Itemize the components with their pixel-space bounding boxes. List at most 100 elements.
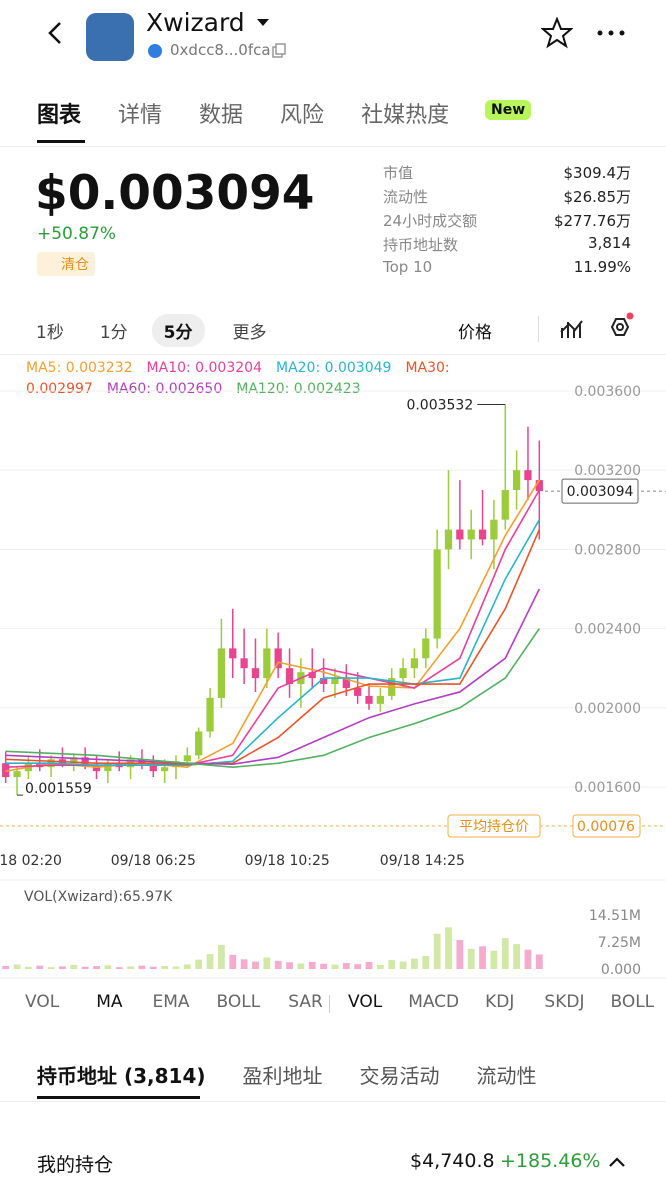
- candle-body: [285, 668, 294, 685]
- candle-body: [149, 763, 157, 772]
- indicator-tab[interactable]: BOLL: [610, 992, 655, 1012]
- candle-body: [229, 648, 237, 659]
- volume-bar: [115, 967, 123, 969]
- settings-icon[interactable]: [604, 310, 636, 342]
- candle-body: [308, 672, 316, 679]
- volume-bar: [263, 957, 271, 969]
- tab[interactable]: 详情: [118, 103, 163, 128]
- holding-label: 我的持仓: [37, 1154, 114, 1176]
- candle-body: [399, 668, 407, 679]
- tab-underline: [37, 140, 85, 143]
- stat-row: Top 10 11.99%: [383, 258, 631, 282]
- bottom-tabs: 持币地址 (3,814) 盈利地址 交易活动 流动性: [37, 1060, 537, 1089]
- y-tick-label: 0.003200: [574, 463, 641, 479]
- volume-bar: [399, 961, 407, 969]
- candle-body: [354, 687, 362, 696]
- volume-bar: [376, 964, 384, 969]
- price-mode[interactable]: 价格: [458, 323, 492, 343]
- indicator-tab[interactable]: EMA: [152, 992, 190, 1012]
- volume-bar: [411, 958, 418, 969]
- tab[interactable]: 图表: [37, 103, 82, 128]
- volume-bar: [59, 966, 66, 969]
- indicator-tab[interactable]: VOL: [25, 992, 60, 1012]
- high-label: 0.003532: [406, 397, 473, 413]
- y-tick-label: 0.001600: [574, 780, 641, 796]
- volume-bar: [149, 966, 157, 969]
- tab[interactable]: 风险: [280, 103, 325, 128]
- bottom-tab[interactable]: 盈利地址: [242, 1064, 323, 1088]
- volume-bar: [70, 964, 78, 969]
- tab-bar: 图表 详情 数据 风险 社媒热度: [37, 97, 449, 129]
- y-tick-label: 0.003600: [574, 384, 641, 400]
- candle-body: [274, 648, 282, 669]
- ma-legend: MA5: 0.003232 MA10: 0.003204 MA20: 0.00304…: [26, 358, 571, 400]
- volume-bar: [467, 948, 475, 969]
- stat-label: 市值: [383, 164, 414, 182]
- interval[interactable]: 5分: [151, 313, 205, 347]
- volume-bar: [479, 946, 486, 969]
- indicator-tab[interactable]: MA: [96, 992, 123, 1012]
- ma-legend-entry: MA120: 0.002423: [236, 381, 361, 397]
- tab[interactable]: 数据: [199, 103, 244, 128]
- volume-bar: [501, 938, 509, 969]
- volume-tick-label: 7.25M: [598, 935, 641, 951]
- collapse-icon[interactable]: [608, 1156, 626, 1168]
- favorite-icon[interactable]: [541, 17, 573, 49]
- candle-body: [161, 767, 169, 772]
- token-name[interactable]: Xwizard: [146, 8, 245, 37]
- volume-bar: [274, 960, 282, 969]
- stat-value: 3,814: [588, 234, 631, 252]
- dropdown-icon[interactable]: [256, 18, 270, 28]
- x-tick-label: 09/18 14:25: [380, 853, 465, 869]
- volume-bar: [24, 966, 32, 969]
- candle-body: [331, 678, 339, 685]
- price-change: +50.87%: [37, 224, 117, 244]
- ma-line: [5, 588, 541, 766]
- candle-body: [183, 755, 191, 762]
- indicator-tab[interactable]: MACD: [408, 992, 460, 1012]
- divider: [329, 995, 330, 1013]
- interval[interactable]: 1分: [99, 322, 128, 343]
- y-tick-label: 0.002800: [574, 542, 641, 558]
- stat-value: $309.4万: [563, 164, 632, 182]
- volume-bar: [388, 960, 396, 969]
- indicator-tabs-sub: VOL MACD KDJ SKDJ BOLL: [348, 992, 654, 1012]
- indicator-tab[interactable]: VOL: [348, 992, 383, 1012]
- stat-value: $26.85万: [563, 188, 632, 206]
- indicator-tab[interactable]: KDJ: [485, 992, 515, 1012]
- candle-body: [433, 549, 441, 639]
- token-avatar: [86, 13, 134, 61]
- candle-body: [206, 697, 214, 732]
- volume-bar: [240, 959, 248, 969]
- interval[interactable]: 更多: [232, 322, 267, 343]
- indicator-tab[interactable]: SAR: [288, 992, 323, 1012]
- price: $0.003094: [35, 166, 315, 221]
- avg-cost-title: 平均持仓价: [459, 819, 529, 835]
- indicator-icon[interactable]: [560, 318, 584, 340]
- volume-bar: [161, 966, 169, 969]
- volume-bar: [47, 967, 55, 969]
- candle-body: [251, 668, 260, 679]
- volume-bar: [524, 949, 532, 969]
- address: 0xdcc8...0fca: [170, 41, 271, 59]
- more-icon[interactable]: [596, 27, 626, 39]
- volume-bar: [320, 963, 327, 969]
- ma-line: [5, 529, 541, 766]
- copy-icon[interactable]: [271, 43, 287, 59]
- bottom-tab[interactable]: 交易活动: [359, 1064, 440, 1088]
- indicator-tab[interactable]: BOLL: [216, 992, 261, 1012]
- interval[interactable]: 1秒: [36, 322, 64, 343]
- indicator-tabs-main: VOL MA EMA BOLL SAR: [25, 992, 323, 1012]
- volume-bar: [456, 939, 464, 969]
- bottom-tab[interactable]: 流动性: [476, 1064, 537, 1088]
- stat-row: 流动性 $26.85万: [383, 186, 631, 210]
- volume-bar: [172, 966, 180, 969]
- indicator-tab[interactable]: SKDJ: [544, 992, 585, 1012]
- y-tick-label: 0.002400: [574, 622, 641, 638]
- candle-body: [342, 678, 350, 688]
- x-tick-label: 09/18 10:25: [245, 853, 330, 869]
- back-button[interactable]: [40, 18, 70, 48]
- tab[interactable]: 社媒热度: [361, 103, 450, 128]
- tag: 清仓: [37, 252, 95, 276]
- bottom-tab[interactable]: 持币地址 (3,814): [37, 1064, 206, 1088]
